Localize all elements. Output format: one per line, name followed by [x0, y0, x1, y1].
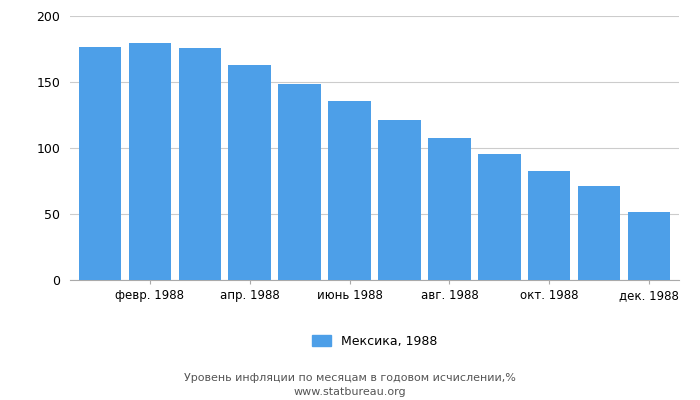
Bar [378, 120, 421, 280]
Bar [129, 43, 171, 280]
Text: Уровень инфляции по месяцам в годовом исчислении,%: Уровень инфляции по месяцам в годовом ис… [184, 373, 516, 383]
Bar [279, 84, 321, 280]
Bar [178, 48, 221, 280]
Bar [478, 154, 521, 280]
Bar [428, 138, 470, 280]
Bar [578, 186, 620, 280]
Bar [78, 47, 121, 280]
Bar [628, 212, 671, 280]
Text: www.statbureau.org: www.statbureau.org [294, 387, 406, 397]
Bar [528, 171, 570, 280]
Legend: Мексика, 1988: Мексика, 1988 [307, 330, 442, 353]
Bar [328, 101, 371, 280]
Bar [228, 65, 271, 280]
